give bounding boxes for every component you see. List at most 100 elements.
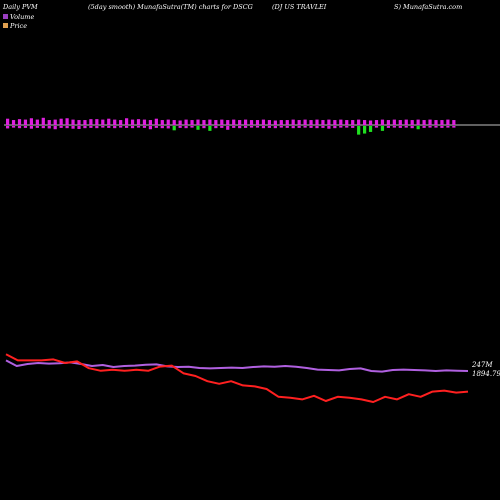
pvm-bar-down: [83, 126, 87, 129]
pvm-bar-up: [148, 120, 152, 125]
pvm-bar-up: [95, 119, 99, 125]
pvm-bar-up: [368, 120, 373, 125]
pvm-bar-down: [285, 126, 289, 128]
pvm-bar-up: [452, 120, 456, 125]
pvm-bar-up: [190, 120, 194, 125]
pvm-bar-up: [279, 120, 283, 125]
pvm-bar-down-green: [368, 126, 373, 132]
pvm-bar-down: [339, 126, 343, 128]
pvm-bar-up: [392, 119, 396, 125]
pvm-bar-down: [101, 126, 105, 128]
pvm-bar-up: [267, 120, 271, 125]
pvm-bar-down: [422, 126, 426, 128]
pvm-bar-up: [351, 120, 355, 125]
pvm-bar-up: [404, 119, 408, 125]
pvm-bar-up: [65, 118, 69, 125]
pvm-bar-up: [315, 119, 319, 125]
pvm-bar-up: [53, 119, 57, 125]
pvm-bar-up: [71, 119, 75, 125]
pvm-bar-down: [321, 126, 325, 128]
pvm-bar-up: [261, 119, 266, 125]
pvm-bar-up: [113, 119, 117, 125]
pvm-bar-up: [83, 120, 87, 125]
pvm-bar-up: [416, 119, 420, 125]
pvm-bar-down: [202, 126, 206, 129]
pvm-bar-down: [309, 126, 313, 128]
pvm-bar-down: [333, 126, 337, 129]
legend-price-swatch: [3, 23, 8, 28]
pvm-bar-down: [244, 126, 248, 128]
pvm-bar-down: [315, 126, 319, 129]
pvm-bar-down: [303, 126, 307, 128]
pvm-bar-down: [107, 126, 111, 128]
pvm-bar-down: [136, 126, 141, 128]
pvm-bar-up: [184, 119, 188, 125]
pvm-bar-down: [327, 126, 331, 129]
pvm-bar-down: [238, 126, 242, 129]
pvm-bar-down: [434, 126, 438, 128]
pvm-bar-down: [148, 126, 152, 130]
chart-header-title: (5day smooth) MunafaSutra(TM) charts for…: [88, 3, 253, 11]
pvm-bar-down: [160, 126, 164, 129]
pvm-bar-down: [17, 126, 22, 129]
pvm-bar-up: [35, 119, 39, 125]
chart-header-left: Daily PVM: [2, 3, 38, 11]
pvm-bar-up: [142, 119, 147, 125]
pvm-bar-down: [77, 126, 81, 129]
pvm-bar-up: [29, 118, 33, 125]
pvm-bar-down: [351, 126, 355, 128]
pvm-bar-up: [17, 119, 22, 125]
pvm-bar-down: [166, 126, 170, 129]
pvm-bar-up: [166, 119, 170, 125]
pvm-bar-up: [398, 120, 402, 125]
volume-last-label: 247M: [471, 361, 493, 369]
pvm-bar-up: [297, 120, 301, 125]
pvm-bar-down: [95, 126, 99, 129]
pvm-bar-up: [380, 119, 385, 125]
pvm-bar-down: [59, 126, 63, 128]
pvm-bar-down-green: [363, 126, 367, 134]
pvm-bar-up: [327, 119, 331, 125]
price-line: [5, 353, 469, 403]
pvm-bar-up: [23, 119, 28, 125]
pvm-bar-up: [374, 120, 379, 125]
pvm-bar-up: [422, 120, 426, 125]
pvm-bar-up: [238, 120, 242, 125]
pvm-bar-up: [107, 118, 111, 125]
pvm-bar-down: [41, 126, 45, 129]
pvm-bar-up: [249, 120, 254, 125]
pvm-bar-up: [446, 119, 450, 125]
pvm-bar-down-green: [196, 126, 200, 130]
pvm-bar-down: [232, 126, 236, 128]
pvm-bar-down-green: [172, 126, 176, 131]
pvm-bar-up: [214, 120, 218, 125]
pvm-bar-up: [309, 120, 313, 125]
pvm-bar-up: [196, 119, 200, 125]
pvm-bar-down: [113, 126, 117, 129]
pvm-bar-down: [255, 126, 260, 128]
pvm-bar-up: [154, 118, 158, 125]
pvm-bar-down: [267, 126, 271, 128]
pvm-bar-down: [65, 126, 69, 129]
pvm-bar-up: [357, 119, 361, 125]
pvm-bar-down: [345, 126, 349, 128]
pvm-bar-up: [255, 120, 260, 125]
pvm-bar-down: [119, 126, 123, 128]
legend-price-label: Price: [9, 22, 27, 30]
pvm-bar-up: [363, 120, 367, 125]
pvm-bar-up: [208, 119, 212, 125]
pvm-bar-down: [178, 126, 182, 128]
pvm-bar-up: [119, 120, 123, 125]
pvm-bar-down: [428, 126, 432, 128]
pvm-bar-down: [125, 126, 129, 128]
pvm-bar-up: [386, 120, 390, 125]
pvm-bar-down: [184, 126, 188, 129]
pvm-bar-down: [220, 126, 224, 128]
price-last-label: 1894.79: [472, 370, 500, 378]
chart-header-right-b: S) MunafaSutra.com: [394, 3, 462, 11]
pvm-bar-down: [440, 126, 444, 128]
pvm-bar-up: [273, 120, 277, 125]
pvm-bar-up: [160, 120, 164, 125]
pvm-bar-up: [434, 120, 438, 125]
